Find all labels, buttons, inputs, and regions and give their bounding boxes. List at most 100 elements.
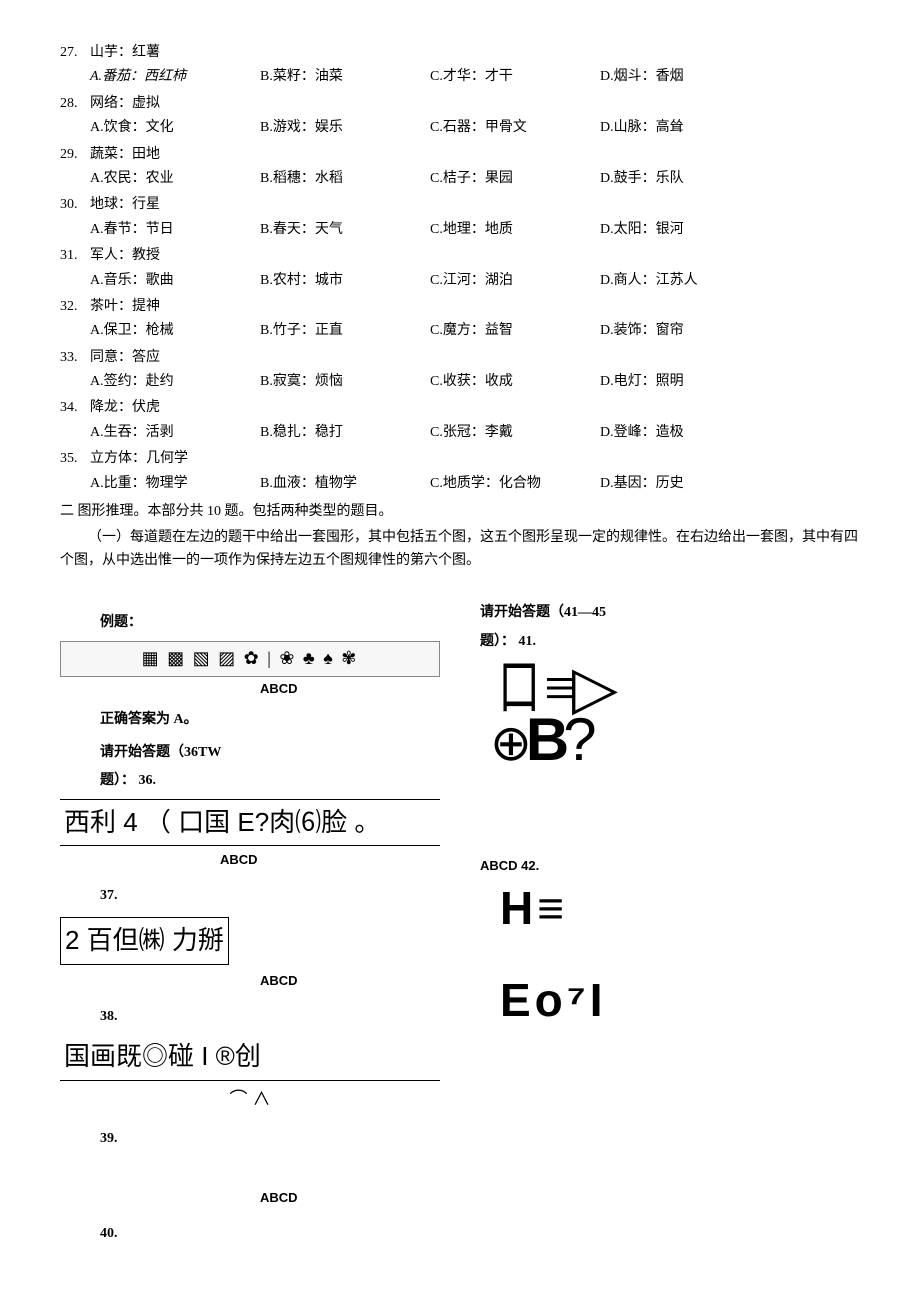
option-b: B.竹子：正直	[260, 320, 430, 342]
q38-figure-sub: ⌒ ∧	[60, 1085, 440, 1114]
question-32: 32. 茶叶：提神	[60, 296, 860, 318]
option-b: B.农村：城市	[260, 270, 430, 292]
question-29: 29. 蔬菜：田地	[60, 144, 860, 166]
abcd-label: ABCD	[220, 850, 440, 871]
question-stem: 立方体：几何学	[90, 448, 860, 470]
start-36-b: 题）： 36.	[100, 770, 440, 792]
section-2-instruction: （一）每道题在左边的题干中给出一套囤形，其中包括五个图，这五个图形呈现一定的规律…	[60, 527, 860, 572]
option-c: C.才华：才干	[430, 66, 600, 88]
question-number: 34.	[60, 397, 90, 419]
q42-figure-a: H≡	[500, 885, 860, 931]
option-b: B.血液：植物学	[260, 473, 430, 495]
question-number: 32.	[60, 296, 90, 318]
start-41-b: 题）： 41.	[480, 631, 860, 653]
question-number: 27.	[60, 42, 90, 64]
question-number: 29.	[60, 144, 90, 166]
example-label: 例题：	[100, 612, 440, 634]
question-27: 27. 山芋：红薯	[60, 42, 860, 64]
question-number: 33.	[60, 347, 90, 369]
options-row: A.音乐：歌曲 B.农村：城市 C.江河：湖泊 D.商人：江苏人	[90, 270, 860, 292]
option-c: C.江河：湖泊	[430, 270, 600, 292]
option-b: B.菜籽：油菜	[260, 66, 430, 88]
q36-figure: 西利 4 （ 口国 E?肉⑹脸 。	[60, 799, 440, 847]
question-number: 31.	[60, 245, 90, 267]
q37-figure: 2 百但㈱ 力掰	[60, 917, 229, 965]
options-row: A.签约：赴约 B.寂寞：烦恼 C.收获：收成 D.电灯：照明	[90, 371, 860, 393]
section-2-title: 二 图形推理。本部分共 10 题。包括两种类型的题目。	[60, 501, 860, 523]
option-c: C.石器：甲骨文	[430, 117, 600, 139]
question-stem: 山芋：红薯	[90, 42, 860, 64]
options-row: A.春节：节日 B.春天：天气 C.地理：地质 D.太阳：银河	[90, 219, 860, 241]
option-a: A.饮食：文化	[90, 117, 260, 139]
analogy-questions: 27. 山芋：红薯 A.番茄：西红柿 B.菜籽：油菜 C.才华：才干 D.烟斗：…	[60, 42, 860, 495]
example-answer: 正确答案为 A。	[100, 709, 440, 731]
question-31: 31. 军人：教授	[60, 245, 860, 267]
option-d: D.太阳：银河	[600, 219, 770, 241]
question-number: 35.	[60, 448, 90, 470]
options-row: A.比重：物理学 B.血液：植物学 C.地质学：化合物 D.基因：历史	[90, 473, 860, 495]
options-row: A.番茄：西红柿 B.菜籽：油菜 C.才华：才干 D.烟斗：香烟	[90, 66, 860, 88]
question-stem: 降龙：伏虎	[90, 397, 860, 419]
option-d: D.登峰：造极	[600, 422, 770, 444]
abcd-label: ABCD	[260, 679, 440, 700]
q42-figure-b: Eo⁷I	[500, 977, 860, 1023]
start-36-a: 请开始答题（36TW	[100, 742, 440, 764]
option-c: C.桔子：果园	[430, 168, 600, 190]
option-b: B.游戏：娱乐	[260, 117, 430, 139]
option-a: A.签约：赴约	[90, 371, 260, 393]
option-c: C.张冠：李戴	[430, 422, 600, 444]
option-c: C.魔方：益智	[430, 320, 600, 342]
option-a: A.比重：物理学	[90, 473, 260, 495]
left-column: 例题： ▦ ▩ ▧ ▨ ✿ | ❀ ♣ ♠ ✾ ABCD 正确答案为 A。 请开…	[60, 602, 440, 1251]
question-34: 34. 降龙：伏虎	[60, 397, 860, 419]
option-a: A.音乐：歌曲	[90, 270, 260, 292]
options-row: A.保卫：枪械 B.竹子：正直 C.魔方：益智 D.装饰：窗帘	[90, 320, 860, 342]
option-a: A.番茄：西红柿	[90, 66, 260, 88]
option-b: B.春天：天气	[260, 219, 430, 241]
q39-number: 39.	[100, 1128, 440, 1150]
q37-number: 37.	[100, 885, 440, 907]
q40-number: 40.	[100, 1223, 440, 1245]
question-33: 33. 同意：答应	[60, 347, 860, 369]
question-stem: 茶叶：提神	[90, 296, 860, 318]
option-c: C.收获：收成	[430, 371, 600, 393]
option-b: B.稳扎：稳打	[260, 422, 430, 444]
question-stem: 蔬菜：田地	[90, 144, 860, 166]
start-41-a: 请开始答题（41—45	[480, 602, 860, 624]
option-d: D.商人：江苏人	[600, 270, 770, 292]
example-figure-strip: ▦ ▩ ▧ ▨ ✿ | ❀ ♣ ♠ ✾	[60, 641, 440, 677]
question-stem: 军人：教授	[90, 245, 860, 267]
option-d: D.基因：历史	[600, 473, 770, 495]
option-b: B.寂寞：烦恼	[260, 371, 430, 393]
q38-figure: 国画既◎碰 I ®创	[60, 1034, 440, 1081]
options-row: A.农民：农业 B.稻穗：水稻 C.桔子：果园 D.鼓手：乐队	[90, 168, 860, 190]
figure-questions: 例题： ▦ ▩ ▧ ▨ ✿ | ❀ ♣ ♠ ✾ ABCD 正确答案为 A。 请开…	[60, 602, 860, 1251]
abcd-42: ABCD 42.	[480, 856, 860, 877]
option-d: D.电灯：照明	[600, 371, 770, 393]
option-d: D.山脉：高耸	[600, 117, 770, 139]
question-number: 30.	[60, 194, 90, 216]
option-a: A.农民：农业	[90, 168, 260, 190]
question-stem: 同意：答应	[90, 347, 860, 369]
right-column: 请开始答题（41—45 题）： 41. 口≡▷ ⊕B? ABCD 42. H≡ …	[480, 602, 860, 1251]
option-c: C.地理：地质	[430, 219, 600, 241]
option-c: C.地质学：化合物	[430, 473, 600, 495]
q38-number: 38.	[100, 1006, 440, 1028]
options-row: A.饮食：文化 B.游戏：娱乐 C.石器：甲骨文 D.山脉：高耸	[90, 117, 860, 139]
option-a: A.保卫：枪械	[90, 320, 260, 342]
question-28: 28. 网络：虚拟	[60, 93, 860, 115]
abcd-label: ABCD	[260, 971, 440, 992]
option-a: A.生吞：活剥	[90, 422, 260, 444]
question-stem: 网络：虚拟	[90, 93, 860, 115]
question-stem: 地球：行星	[90, 194, 860, 216]
question-number: 28.	[60, 93, 90, 115]
question-30: 30. 地球：行星	[60, 194, 860, 216]
option-b: B.稻穗：水稻	[260, 168, 430, 190]
q41-figure: 口≡▷ ⊕B?	[490, 663, 860, 766]
option-d: D.鼓手：乐队	[600, 168, 770, 190]
abcd-label: ABCD	[260, 1188, 440, 1209]
option-d: D.装饰：窗帘	[600, 320, 770, 342]
option-a: A.春节：节日	[90, 219, 260, 241]
question-35: 35. 立方体：几何学	[60, 448, 860, 470]
options-row: A.生吞：活剥 B.稳扎：稳打 C.张冠：李戴 D.登峰：造极	[90, 422, 860, 444]
